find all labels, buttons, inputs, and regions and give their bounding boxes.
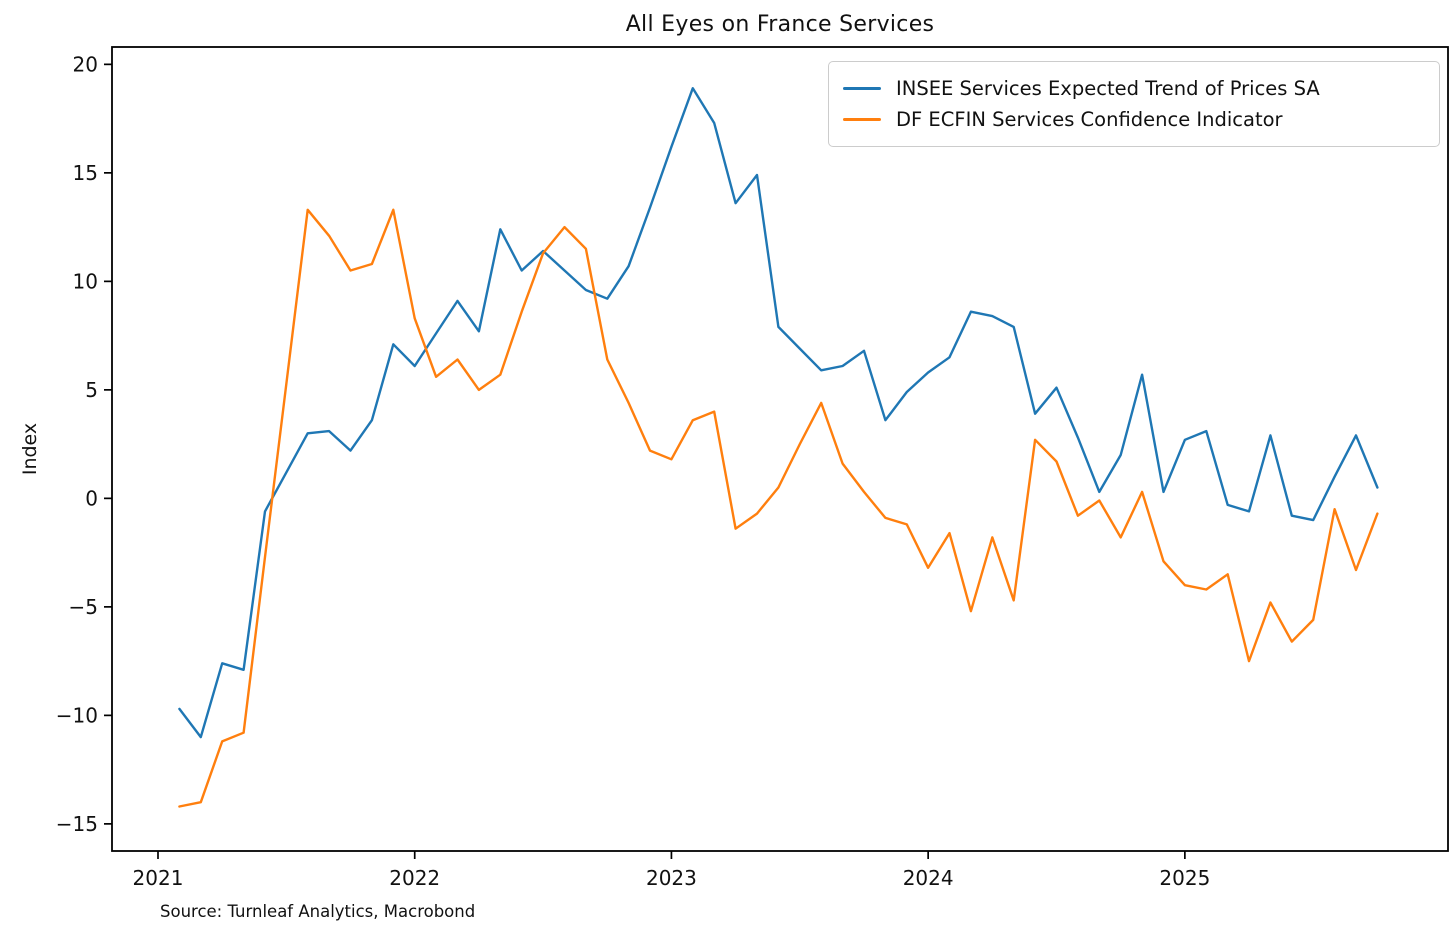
y-tick-label: 0 [85, 486, 98, 510]
legend-line-swatch-blue [843, 86, 881, 91]
legend-item: INSEE Services Expected Trend of Prices … [843, 73, 1425, 104]
chart-title: All Eyes on France Services [625, 12, 935, 37]
legend: INSEE Services Expected Trend of Prices … [828, 61, 1440, 147]
series-line-insee [178, 86, 1379, 739]
y-tick-label: −5 [69, 595, 98, 619]
legend-label: DF ECFIN Services Confidence Indicator [896, 108, 1283, 131]
x-tick-label: 2022 [389, 866, 440, 890]
y-tick-label: 15 [73, 161, 98, 185]
x-tick-label: 2024 [903, 866, 954, 890]
legend-item: DF ECFIN Services Confidence Indicator [843, 104, 1425, 135]
series-line-ecfin [178, 208, 1379, 808]
y-tick-label: 10 [73, 269, 98, 293]
plot-border [111, 46, 1449, 852]
legend-line-swatch-orange [843, 117, 881, 122]
y-tick-label: 20 [73, 52, 98, 76]
y-tick-label: −10 [56, 703, 98, 727]
y-tick-label: 5 [85, 378, 98, 402]
x-tick-label: 2021 [133, 866, 184, 890]
x-tick-label: 2025 [1159, 866, 1210, 890]
source-note: Source: Turnleaf Analytics, Macrobond [160, 902, 476, 921]
x-tick-label: 2023 [646, 866, 697, 890]
legend-label: INSEE Services Expected Trend of Prices … [896, 77, 1320, 100]
y-tick-label: −15 [56, 812, 98, 836]
y-axis-label: Index [19, 422, 41, 476]
